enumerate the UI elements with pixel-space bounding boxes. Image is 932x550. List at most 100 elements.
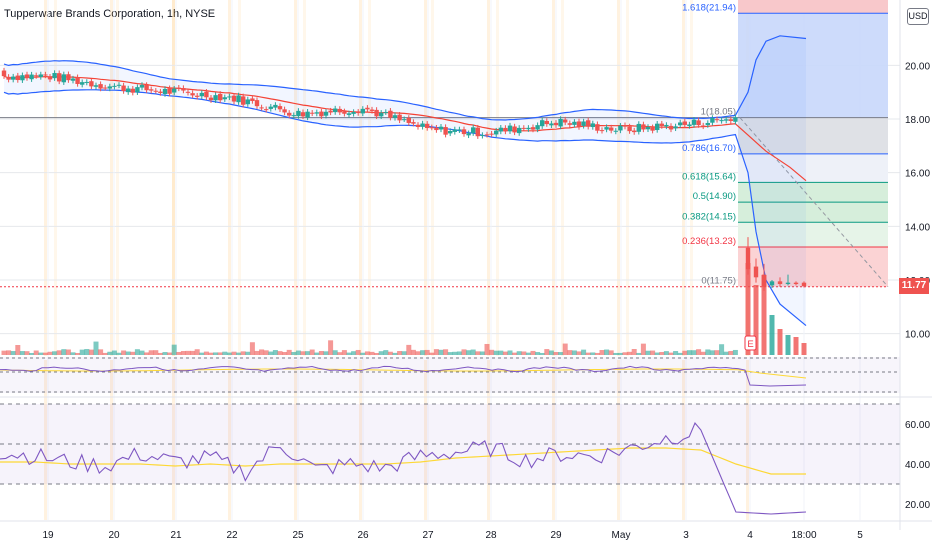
candle <box>365 107 370 110</box>
volume-bar <box>793 337 799 355</box>
candle <box>379 112 384 117</box>
candle <box>149 89 154 91</box>
candle <box>38 74 43 77</box>
volume-bar <box>378 351 384 355</box>
volume-bar <box>700 351 706 355</box>
volume-bar <box>753 285 759 355</box>
candle <box>549 123 554 126</box>
candle <box>443 127 448 135</box>
volume-bar <box>19 351 25 355</box>
candle <box>213 95 218 101</box>
candle <box>139 84 145 88</box>
candle <box>181 88 186 91</box>
currency-button[interactable]: USD <box>907 8 929 25</box>
last-price-badge: 11.77 <box>899 278 929 294</box>
session-stripe <box>682 0 685 356</box>
candle <box>503 127 508 132</box>
volume-bar <box>65 349 71 355</box>
candle <box>231 95 237 102</box>
fib-level-label: 1(18.05) <box>701 107 736 118</box>
volume-bar <box>507 350 513 355</box>
volume-bar <box>153 350 159 355</box>
volume-bar <box>535 352 541 355</box>
candle <box>328 110 333 113</box>
session-stripe <box>487 360 490 520</box>
price-axis-tick: 20.00 <box>905 61 930 72</box>
fib-zone <box>738 222 888 247</box>
candle <box>397 114 402 121</box>
volume-bar <box>594 352 600 355</box>
candle <box>801 282 807 287</box>
candle <box>112 85 117 87</box>
volume-bar <box>558 352 564 355</box>
session-stripe <box>294 0 297 356</box>
candle <box>241 96 246 105</box>
time-axis-tick: 26 <box>357 530 369 541</box>
candle <box>254 100 260 107</box>
candle <box>337 108 342 113</box>
candle <box>89 81 94 87</box>
volume-bar <box>42 352 48 355</box>
candle <box>650 127 655 131</box>
moving-average <box>3 75 807 182</box>
session-stripe <box>110 0 113 356</box>
candle <box>24 74 30 79</box>
volume-bar <box>613 352 619 355</box>
volume-bar <box>475 351 481 355</box>
candle <box>369 109 375 111</box>
volume-bar <box>415 351 421 355</box>
volume-bar <box>599 350 605 355</box>
candle <box>245 99 250 105</box>
volume-bar <box>631 349 637 355</box>
session-stripe <box>238 0 241 356</box>
volume-bar <box>29 352 35 355</box>
candle <box>383 111 388 113</box>
volume-bar <box>277 351 283 355</box>
time-axis-tick: 18:00 <box>791 530 816 541</box>
candle <box>429 127 434 129</box>
candle <box>521 127 526 129</box>
candle <box>701 125 706 127</box>
volume-bar <box>203 351 209 355</box>
time-axis-tick: 19 <box>42 530 54 541</box>
bollinger-fill <box>4 35 806 326</box>
candle <box>103 87 108 89</box>
volume-bar <box>456 351 462 355</box>
candle <box>107 86 112 89</box>
candle <box>785 282 791 285</box>
volume-bar <box>709 350 715 355</box>
candle <box>627 126 632 132</box>
candle <box>530 127 536 130</box>
volume-bar <box>245 351 251 355</box>
volume-bar <box>777 329 783 355</box>
candle <box>710 118 715 123</box>
session-stripe <box>682 360 685 520</box>
candle <box>1 70 7 77</box>
volume-bar <box>116 352 122 355</box>
volume-bar <box>282 351 288 355</box>
candle <box>696 120 701 126</box>
time-axis-tick: 3 <box>683 530 689 541</box>
rsi-axis-tick: 60.00 <box>905 420 930 431</box>
volume-bar <box>663 351 669 355</box>
candle <box>498 127 503 132</box>
volume-bar <box>714 350 720 355</box>
volume-bar <box>286 349 292 355</box>
oscillator-ma <box>0 368 807 379</box>
volume-bar <box>627 351 633 355</box>
volume-bar <box>686 350 692 355</box>
volume-bar <box>420 350 426 355</box>
volume-bar <box>668 352 674 355</box>
candle <box>176 87 181 89</box>
volume-bar <box>659 351 665 355</box>
candle <box>204 91 209 98</box>
candle <box>75 77 80 84</box>
volume-bar <box>314 352 320 355</box>
volume-bar <box>539 352 545 355</box>
candle <box>43 74 48 76</box>
candle <box>268 106 273 109</box>
volume-bar <box>493 350 499 355</box>
volume-bar <box>369 351 375 355</box>
fib-zone <box>738 13 888 118</box>
